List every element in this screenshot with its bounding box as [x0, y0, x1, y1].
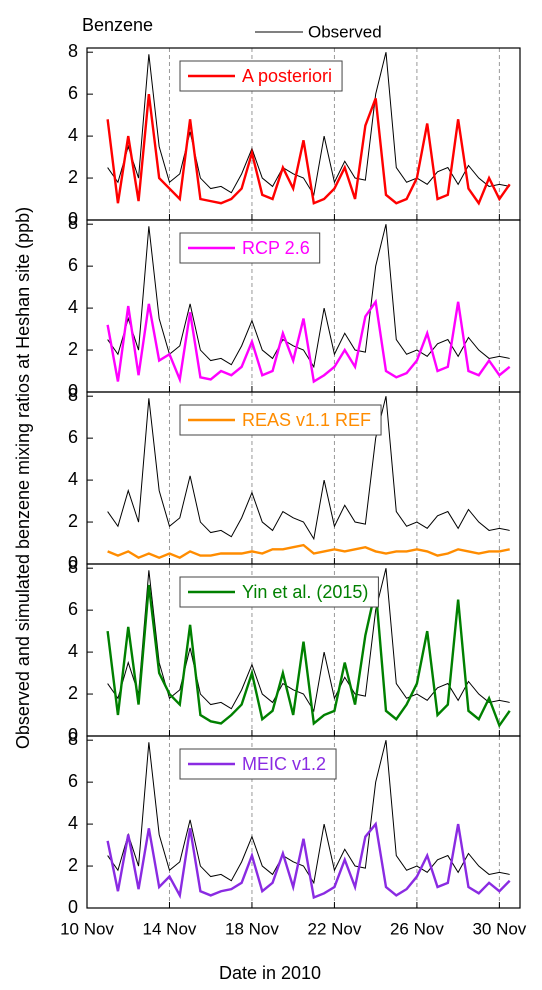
- y-tick-label: 4: [68, 641, 78, 661]
- y-tick-label: 8: [68, 213, 78, 233]
- y-tick-label: 8: [68, 385, 78, 405]
- x-tick-label: 14 Nov: [143, 919, 197, 938]
- y-tick-label: 6: [68, 771, 78, 791]
- x-tick-label: 10 Nov: [60, 919, 114, 938]
- data-line: [106, 298, 511, 384]
- legend-label: RCP 2.6: [242, 238, 310, 258]
- x-axis-label: Date in 2010: [219, 963, 321, 983]
- y-tick-label: 8: [68, 557, 78, 577]
- y-tick-label: 4: [68, 469, 78, 489]
- data-line: [107, 568, 510, 713]
- y-tick-label: 4: [68, 125, 78, 145]
- data-line: [107, 543, 510, 560]
- x-tick-label: 30 Nov: [472, 919, 526, 938]
- data-line: [106, 584, 511, 729]
- y-axis-label: Observed and simulated benzene mixing ra…: [13, 207, 33, 749]
- y-tick-label: 4: [68, 813, 78, 833]
- legend-label: Observed: [308, 22, 382, 41]
- panel-frame: [86, 735, 521, 909]
- legend-label: REAS v1.1 REF: [242, 410, 371, 430]
- x-tick-label: 26 Nov: [390, 919, 444, 938]
- y-tick-label: 6: [68, 83, 78, 103]
- y-tick-label: 0: [68, 897, 78, 917]
- y-tick-label: 2: [68, 683, 78, 703]
- y-tick-label: 6: [68, 599, 78, 619]
- data-line: [107, 224, 510, 369]
- y-tick-label: 0: [68, 209, 78, 229]
- data-line: [107, 52, 510, 197]
- data-line: [107, 396, 510, 541]
- data-line: [106, 94, 511, 206]
- y-tick-label: 2: [68, 855, 78, 875]
- y-tick-label: 8: [68, 41, 78, 61]
- y-tick-label: 6: [68, 427, 78, 447]
- legend-label: A posteriori: [242, 66, 332, 86]
- y-tick-label: 2: [68, 339, 78, 359]
- y-tick-label: 8: [68, 729, 78, 749]
- x-tick-label: 22 Nov: [307, 919, 361, 938]
- legend-label: MEIC v1.2: [242, 754, 326, 774]
- y-tick-label: 0: [68, 381, 78, 401]
- y-tick-label: 2: [68, 167, 78, 187]
- chart-title: Benzene: [82, 15, 153, 35]
- x-tick-label: 18 Nov: [225, 919, 279, 938]
- legend-label: Yin et al. (2015): [242, 582, 368, 602]
- y-tick-label: 0: [68, 553, 78, 573]
- data-line: [106, 821, 511, 900]
- y-tick-label: 0: [68, 725, 78, 745]
- y-tick-label: 6: [68, 255, 78, 275]
- y-tick-label: 2: [68, 511, 78, 531]
- y-tick-label: 4: [68, 297, 78, 317]
